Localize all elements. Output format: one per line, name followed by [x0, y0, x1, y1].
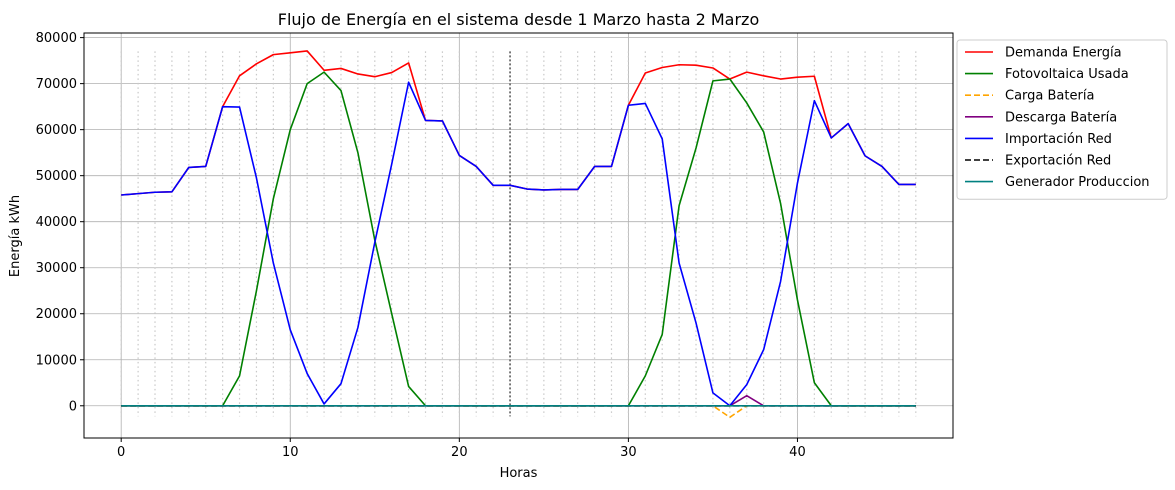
y-tick-label: 80000 [36, 31, 77, 46]
series-line-fotovoltaica-usada [121, 71, 916, 407]
series-line-descarga-bater-a [121, 394, 916, 407]
legend-label: Importación Red [1005, 132, 1112, 147]
y-tick-label: 10000 [36, 353, 77, 368]
y-tick-label: 30000 [36, 261, 77, 276]
legend-label: Demanda Energía [1005, 46, 1122, 61]
y-tick-label: 50000 [36, 169, 77, 184]
x-axis-ticks: 0 10 20 30 40 [117, 438, 806, 460]
x-axis-label: Horas [500, 466, 538, 481]
y-tick-label: 20000 [36, 307, 77, 322]
x-tick-label: 40 [789, 445, 806, 460]
series-line-carga-bater-a [121, 404, 916, 419]
y-tick-label: 40000 [36, 215, 77, 230]
legend-label: Fotovoltaica Usada [1005, 67, 1129, 82]
series-line-importaci-n-red [121, 81, 916, 407]
x-tick-label: 20 [451, 445, 468, 460]
legend-box [956, 39, 1168, 200]
plot-area-frame [83, 32, 954, 439]
legend-label: Generador Produccion [1005, 175, 1150, 190]
grid [84, 33, 953, 438]
y-tick-label: 0 [69, 399, 77, 414]
y-axis-ticks: 0 10000 20000 30000 40000 50000 60000 70000 8000… [36, 31, 84, 414]
legend-label: Exportación Red [1005, 154, 1111, 169]
legend-label: Carga Batería [1005, 89, 1094, 104]
x-tick-label: 10 [282, 445, 299, 460]
x-tick-label: 30 [620, 445, 637, 460]
series-lines [121, 50, 916, 419]
legend-label: Descarga Batería [1005, 110, 1117, 125]
y-axis-label: Energía kWh [8, 195, 23, 277]
y-tick-label: 70000 [36, 77, 77, 92]
chart-title: Flujo de Energía en el sistema desde 1 M… [278, 10, 759, 29]
y-tick-label: 60000 [36, 123, 77, 138]
series-line-demanda-energ-a [121, 50, 916, 196]
hour-markers [120, 51, 917, 417]
legend: Demanda Energía Fotovoltaica Usada Carga B… [956, 39, 1168, 200]
x-tick-label: 0 [117, 445, 125, 460]
